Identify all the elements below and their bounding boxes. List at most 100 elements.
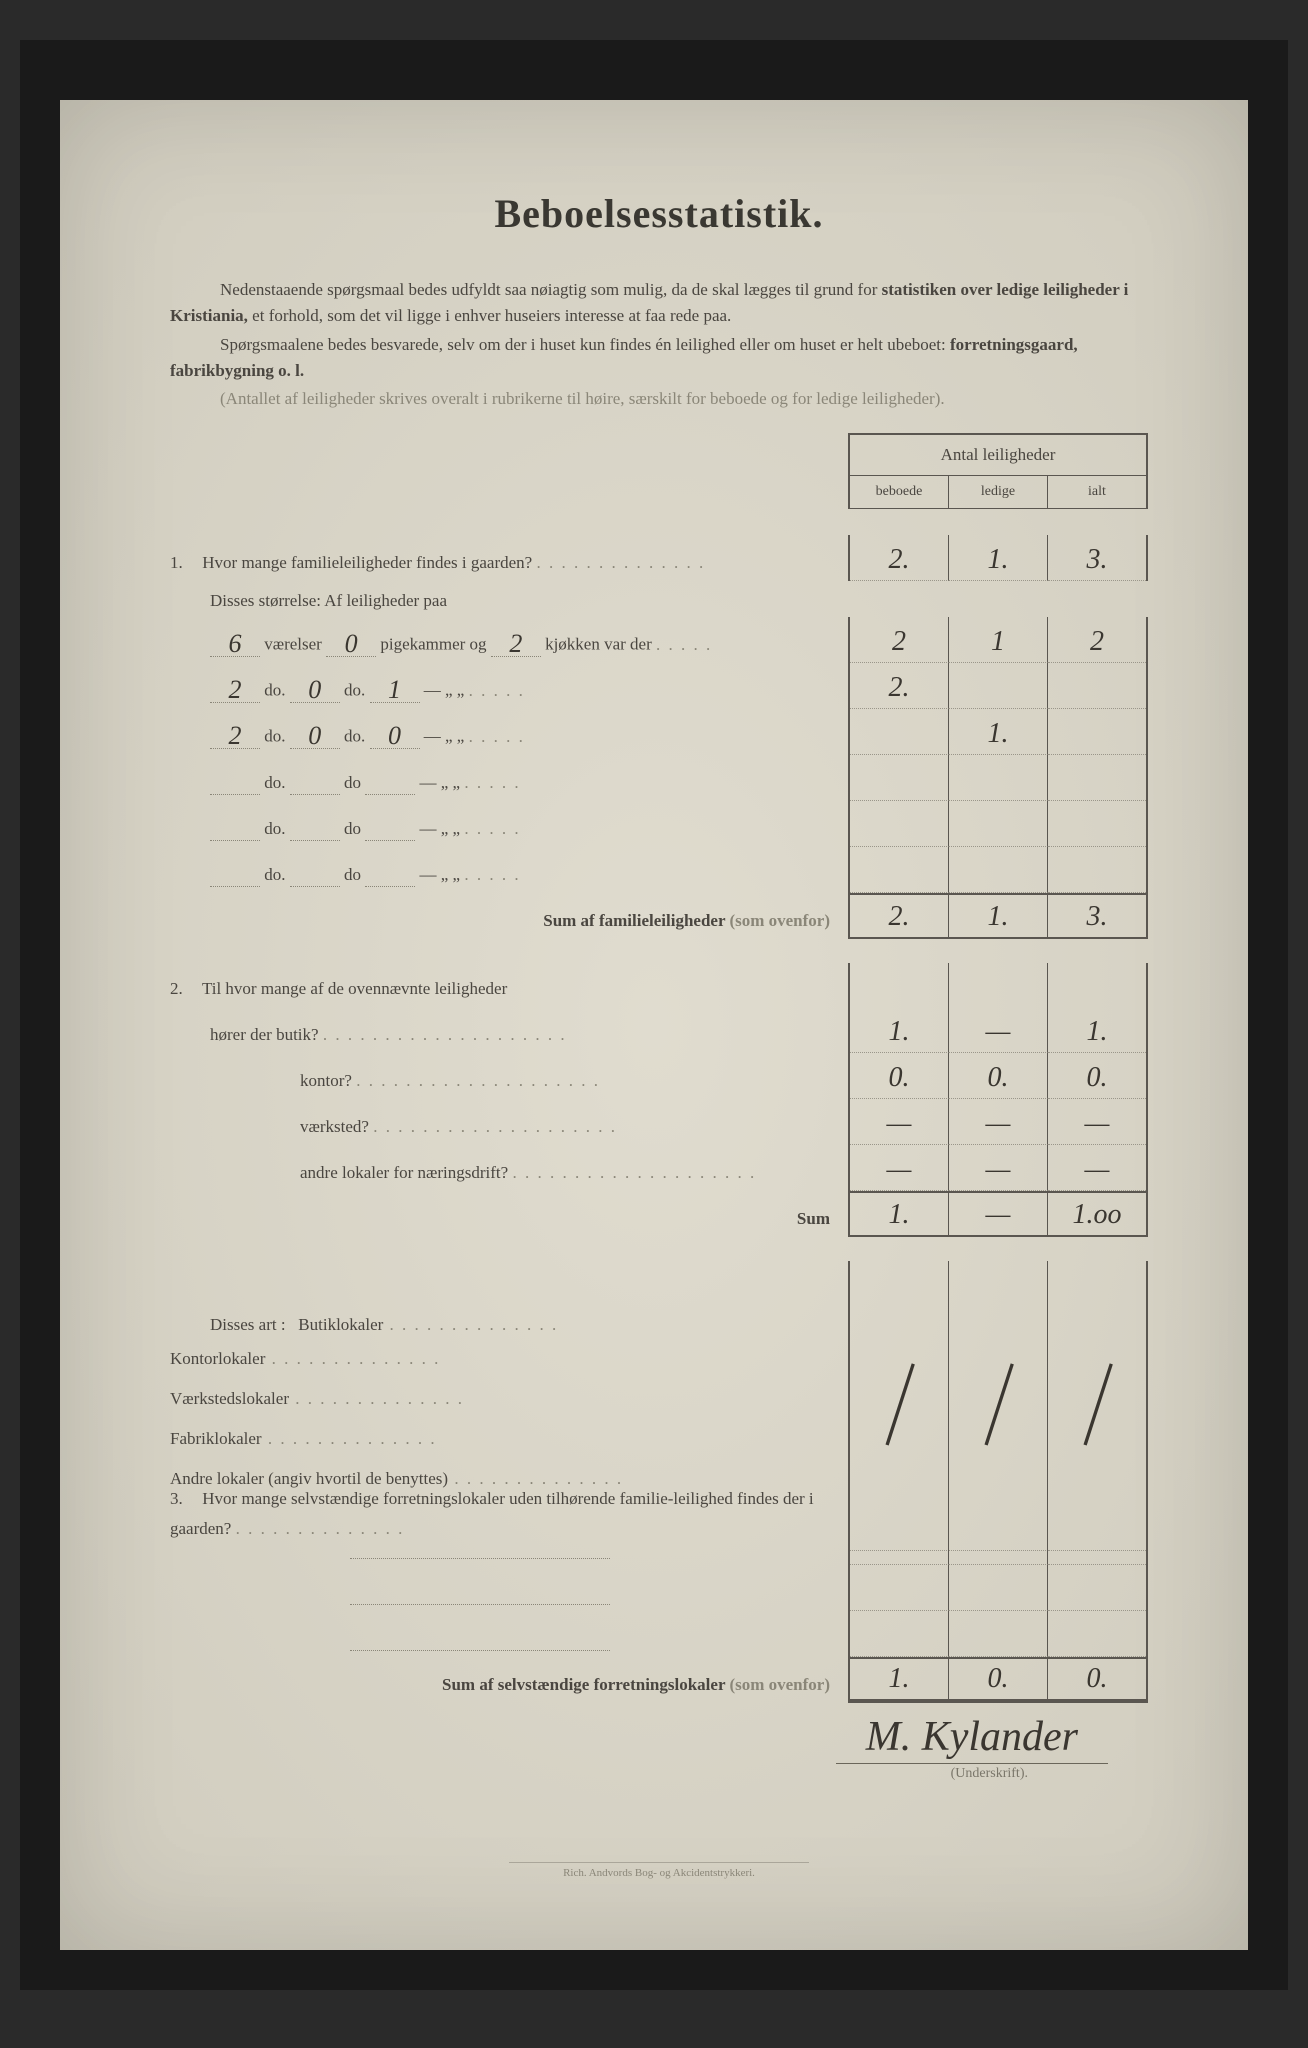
q2-item-label: kontor? — [300, 1071, 352, 1090]
scan-frame: Beboelsesstatistik. Nedenstaaende spørgs… — [20, 40, 1288, 1990]
q1-ialt: 3. — [1048, 535, 1146, 581]
vaerelser-label: værelser — [264, 635, 322, 654]
cell-b: 1. — [850, 1007, 949, 1053]
cell-i: — — [1048, 1099, 1146, 1145]
cell-b — [850, 1565, 949, 1611]
col-ialt: ialt — [1048, 476, 1146, 508]
cell-l: — — [949, 1145, 1048, 1191]
intro-p1a: Nedenstaaende spørgsmaal bedes udfyldt s… — [220, 280, 882, 299]
vaerelser-val: 6 — [210, 632, 260, 656]
q1-size-row: do. do — „ „ — [170, 755, 1148, 801]
vaerelser-val — [210, 840, 260, 841]
cell-i: 0. — [1048, 1053, 1146, 1099]
q1-sum-note: (som ovenfor) — [729, 911, 830, 930]
signature-block: M. Kylander (Underskrift). — [170, 1713, 1148, 1782]
table: Antal leiligheder beboede ledige ialt 1.… — [170, 433, 1148, 1703]
vaerelser-val: 2 — [210, 724, 260, 748]
q2-item-label: værksted? — [300, 1117, 369, 1136]
cell-b: — — [850, 1099, 949, 1145]
q1-size-row: 2 do. 0 do. 0 — „ „ 1. — [170, 709, 1148, 755]
cell-b — [850, 847, 949, 893]
cell-b: — — [850, 1145, 949, 1191]
q3-sum-row: Sum af selvstændige forretningslokaler (… — [170, 1657, 1148, 1703]
cell-i — [1048, 847, 1146, 893]
q3-blank-row — [170, 1519, 1148, 1565]
q2-sum-label: Sum — [170, 1207, 848, 1237]
cell-l: — — [949, 1099, 1048, 1145]
cell-b — [850, 801, 949, 847]
cell-l: 1. — [949, 709, 1048, 755]
pigekammer-label: do. — [344, 727, 365, 746]
kjokken-label: — „ „ — [420, 865, 461, 884]
kjokken-label: — „ „ — [420, 773, 461, 792]
cell-b — [850, 1519, 949, 1565]
col-beboede: beboede — [850, 476, 949, 508]
q2-header: 2. Til hvor mange af de ovennævnte leili… — [170, 963, 1148, 1007]
q1-sum-l: 1. — [949, 893, 1048, 939]
q1-size-row: do. do — „ „ — [170, 847, 1148, 893]
kjokken-label: — „ „ — [424, 681, 465, 700]
q3-sum-b: 1. — [850, 1657, 949, 1701]
q1-row: 1. Hvor mange familieleiligheder findes … — [170, 535, 1148, 581]
intro-p1c: et forhold, som det vil ligge i enhver h… — [252, 306, 731, 325]
cell-i — [1048, 755, 1146, 801]
q2-text: Til hvor mange af de ovennævnte leilighe… — [202, 979, 507, 998]
intro-p3: (Antallet af leiligheder skrives overalt… — [220, 389, 945, 408]
q1-sum-row: Sum af familieleiligheder (som ovenfor) … — [170, 893, 1148, 939]
cell-l: 0. — [949, 1053, 1048, 1099]
blank-line — [350, 1626, 610, 1650]
q3-slash-i: / — [1048, 1261, 1146, 1551]
q1-text: Hvor mange — [202, 553, 291, 572]
col-ledige: ledige — [949, 476, 1048, 508]
cell-i: 2 — [1048, 617, 1146, 663]
intro-p2a: Spørgsmaalene bedes besvarede, selv om d… — [220, 335, 950, 354]
table-header: Antal leiligheder beboede ledige ialt — [848, 433, 1148, 509]
cell-l — [949, 1519, 1048, 1565]
q2-item-row: værksted? — — — — [170, 1099, 1148, 1145]
q3-sum-i: 0. — [1048, 1657, 1146, 1701]
q2-num: 2. — [170, 977, 198, 1001]
q3-item: Fabriklokaler — [170, 1429, 262, 1448]
q2-item-row: hører der butik? 1. — 1. — [170, 1007, 1148, 1053]
kjokken-label: — „ „ — [424, 727, 465, 746]
cell-b — [850, 709, 949, 755]
table-rows: 1. Hvor mange familieleiligheder findes … — [170, 433, 1148, 1703]
q3-blank-row — [170, 1565, 1148, 1611]
cell-i — [1048, 663, 1146, 709]
q3-sum-label: Sum af selvstændige forretningslokaler — [442, 1675, 729, 1694]
cell-i: — — [1048, 1145, 1146, 1191]
q3-item: Andre lokaler (angiv hvortil de benyttes… — [170, 1469, 448, 1488]
pigekammer-label: do. — [344, 681, 365, 700]
kjokken-val: 1 — [370, 678, 420, 702]
vaerelser-label: do. — [264, 773, 285, 792]
pigekammer-val — [290, 794, 340, 795]
vaerelser-label: do. — [264, 865, 285, 884]
vaerelser-label: do. — [264, 727, 285, 746]
vaerelser-val — [210, 794, 260, 795]
q1-bold: familieleiligheder — [291, 553, 412, 572]
kjokken-val: 0 — [370, 724, 420, 748]
pigekammer-val: 0 — [290, 678, 340, 702]
q1-subhead: Disses størrelse: Af leiligheder paa — [170, 581, 1148, 617]
q3-sum-l: 0. — [949, 1657, 1048, 1701]
cell-b — [850, 1611, 949, 1657]
pigekammer-label: do — [344, 819, 361, 838]
q2-item-row: andre lokaler for næringsdrift? — — — — [170, 1145, 1148, 1191]
q2-sum-l: — — [949, 1191, 1048, 1237]
q3-slash-b: / — [850, 1261, 949, 1551]
cell-b: 2 — [850, 617, 949, 663]
vaerelser-val: 2 — [210, 678, 260, 702]
kjokken-val — [365, 840, 415, 841]
pigekammer-val: 0 — [290, 724, 340, 748]
kjokken-val — [365, 886, 415, 887]
cell-l: — — [949, 1007, 1048, 1053]
kjokken-val — [365, 794, 415, 795]
pigekammer-val — [290, 886, 340, 887]
q1-text2: findes i gaarden? — [416, 553, 532, 572]
blank-line — [350, 1580, 610, 1604]
cell-l — [949, 1611, 1048, 1657]
q3-slash-l: / — [949, 1261, 1048, 1551]
q2-item-label: andre lokaler for næringsdrift? — [300, 1163, 508, 1182]
q3-blank-row — [170, 1611, 1148, 1657]
q2-sum-row: Sum 1. — 1.oo — [170, 1191, 1148, 1237]
